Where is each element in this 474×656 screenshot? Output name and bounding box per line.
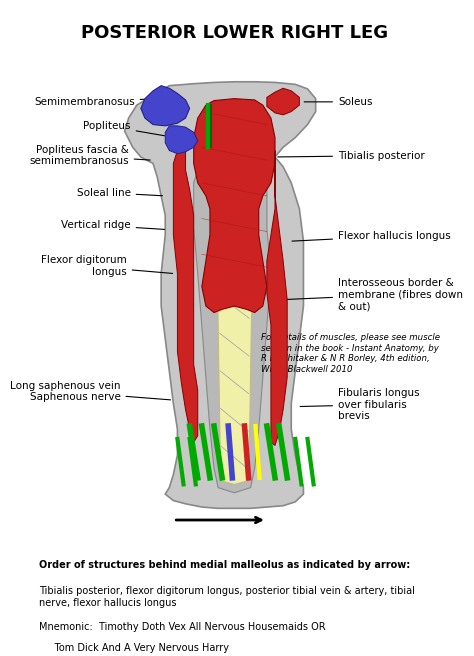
Polygon shape [267, 89, 300, 115]
Text: Popliteus: Popliteus [83, 121, 164, 136]
Text: POSTERIOR LOWER RIGHT LEG: POSTERIOR LOWER RIGHT LEG [81, 24, 388, 42]
Text: Order of structures behind medial malleolus as indicated by arrow:: Order of structures behind medial malleo… [39, 560, 410, 570]
Text: Interosseous border &
membrane (fibres down
& out): Interosseous border & membrane (fibres d… [286, 277, 463, 311]
Polygon shape [165, 126, 198, 154]
Text: Tibialis posterior: Tibialis posterior [278, 151, 425, 161]
Polygon shape [267, 150, 287, 445]
Text: Long saphenous vein
Saphenous nerve: Long saphenous vein Saphenous nerve [10, 381, 171, 402]
Text: For details of muscles, please see muscle
section in the book - Instant Anatomy,: For details of muscles, please see muscl… [261, 333, 440, 373]
Text: Fibularis longus
over fibularis
brevis: Fibularis longus over fibularis brevis [300, 388, 419, 421]
Polygon shape [194, 98, 275, 312]
Text: Flexor hallucis longus: Flexor hallucis longus [292, 231, 451, 241]
Polygon shape [125, 82, 316, 508]
Text: Vertical ridge: Vertical ridge [61, 220, 164, 230]
Text: Popliteus fascia &
semimembranosus: Popliteus fascia & semimembranosus [29, 145, 150, 167]
Text: Tom Dick And A Very Nervous Harry: Tom Dick And A Very Nervous Harry [39, 643, 229, 653]
Polygon shape [141, 86, 190, 126]
Polygon shape [173, 147, 198, 442]
Text: Flexor digitorum
longus: Flexor digitorum longus [41, 255, 173, 277]
Text: Soleus: Soleus [304, 97, 373, 107]
Text: Semimembranosus: Semimembranosus [34, 97, 156, 107]
Text: Mnemonic:  Timothy Doth Vex All Nervous Housemaids OR: Mnemonic: Timothy Doth Vex All Nervous H… [39, 622, 326, 632]
Text: Tibialis posterior, flexor digitorum longus, posterior tibial vein & artery, tib: Tibialis posterior, flexor digitorum lon… [39, 586, 415, 607]
Polygon shape [216, 157, 253, 484]
Polygon shape [194, 154, 271, 493]
Text: Soleal line: Soleal line [77, 188, 163, 197]
